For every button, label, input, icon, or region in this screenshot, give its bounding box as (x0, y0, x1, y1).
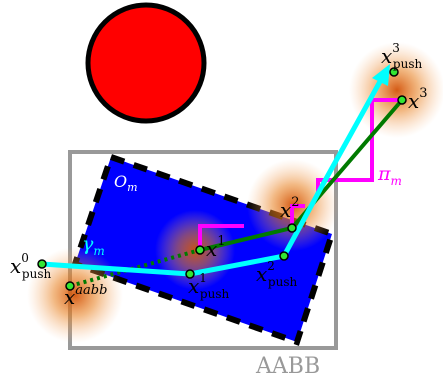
path-nodes (37, 67, 407, 291)
label-x3: x3 (408, 86, 428, 113)
node-x-aabb (65, 281, 75, 291)
label-x-push1: x1 push (188, 271, 229, 301)
label-x-push2: x2 push (256, 259, 297, 289)
label-obstacle: Om (114, 172, 138, 194)
node-x-push0 (37, 259, 47, 269)
label-pi: πm (377, 163, 402, 188)
plan-path-dotted (69, 248, 201, 288)
pi-path (198, 224, 244, 250)
label-x1: x1 (206, 234, 226, 261)
node-x3 (397, 95, 407, 105)
label-x-aabb: xaabb (64, 283, 107, 309)
label-gamma: γm (82, 233, 105, 258)
node-x-push3 (389, 67, 399, 77)
node-x1 (195, 245, 205, 255)
label-x-push0: x0 push (10, 251, 51, 281)
label-aabb: AABB (255, 354, 320, 379)
label-x-push3: x3 push (381, 41, 422, 71)
pi-path-3 (316, 98, 402, 198)
label-x2: x2 (280, 195, 300, 222)
node-x2 (287, 223, 297, 233)
obstacle-ball (85, 2, 207, 124)
pi-path-2 (290, 204, 305, 228)
halo-x-aabb (27, 247, 123, 343)
node-x-push2 (279, 251, 289, 261)
push-path-arrowhead (372, 64, 390, 86)
node-x-push1 (185, 269, 195, 279)
